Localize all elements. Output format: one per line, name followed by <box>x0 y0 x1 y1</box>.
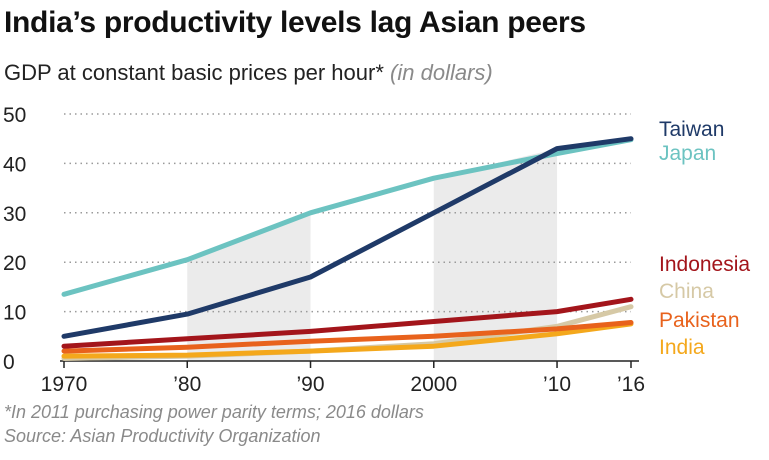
series-line-japan <box>61 137 634 297</box>
legend-label-india: India <box>659 336 705 359</box>
legend-label-indonesia: Indonesia <box>659 253 750 276</box>
y-tick-label: 50 <box>3 104 26 127</box>
legend-label-china: China <box>659 280 714 303</box>
x-tick-label: 2000 <box>410 373 457 396</box>
legend-label-taiwan: Taiwan <box>659 118 724 141</box>
shaded-band-1 <box>433 148 558 361</box>
series-lines <box>61 136 634 361</box>
x-axis <box>60 360 639 368</box>
y-tick-label: 0 <box>3 351 15 374</box>
x-tick-label: ’10 <box>543 373 571 396</box>
y-axis-ticks: 0 10 20 30 40 50 <box>3 104 26 374</box>
x-tick-label: ’16 <box>617 373 645 396</box>
subtitle-text: GDP at constant basic prices per hour* <box>4 60 384 85</box>
grid-lines <box>64 113 631 313</box>
x-tick-label: 1970 <box>41 373 88 396</box>
y-tick-label: 10 <box>3 302 26 325</box>
chart-subtitle: GDP at constant basic prices per hour* (… <box>4 60 493 86</box>
x-axis-ticks: 1970 ’80 ’90 2000 ’10 ’16 <box>41 373 645 396</box>
x-tick-label: ’90 <box>297 373 325 396</box>
series-line-pakistan <box>61 320 634 354</box>
y-tick-label: 40 <box>3 153 26 176</box>
series-line-indonesia <box>61 296 634 349</box>
unit-label: (in dollars) <box>390 60 493 85</box>
legend-label-pakistan: Pakistan <box>659 309 740 332</box>
legend-label-japan: Japan <box>659 142 716 165</box>
x-tick-label: ’80 <box>173 373 201 396</box>
y-tick-label: 30 <box>3 203 26 226</box>
shaded-bands <box>187 148 558 361</box>
chart-title: India’s productivity levels lag Asian pe… <box>4 6 586 39</box>
series-line-india <box>61 321 634 359</box>
series-line-taiwan <box>61 136 634 339</box>
y-tick-label: 20 <box>3 252 26 275</box>
source-note: Source: Asian Productivity Organization <box>4 426 321 446</box>
footnote: *In 2011 purchasing power parity terms; … <box>4 402 424 422</box>
